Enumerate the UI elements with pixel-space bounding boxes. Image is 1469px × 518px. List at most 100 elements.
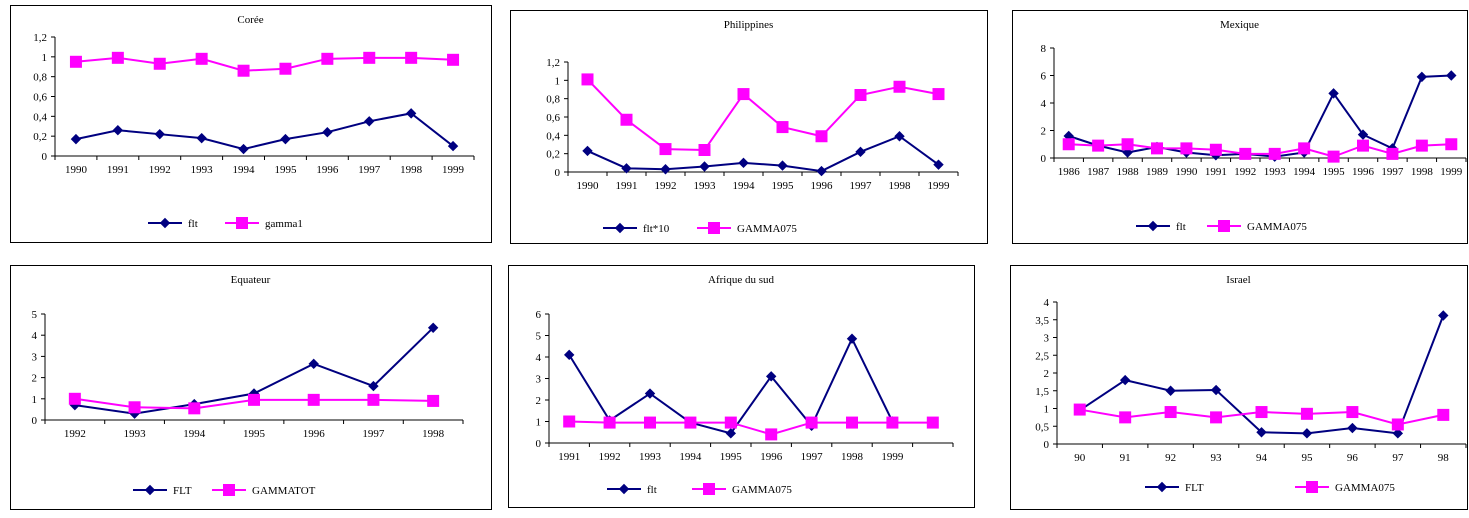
data-point	[933, 159, 944, 170]
data-point	[280, 133, 291, 145]
data-point	[1357, 139, 1369, 152]
data-point	[582, 145, 593, 157]
x-tick-label: 1993	[694, 180, 717, 192]
series-line-2	[569, 420, 933, 436]
data-point	[367, 393, 380, 406]
x-tick-label: 94	[1256, 452, 1268, 464]
chart-title: Afrique du sud	[708, 274, 774, 286]
chart-6: Israel 0 0,5 1 1,5 2 2,5 3 3,5 4 90 91 92 93 94 95 96 97 9…	[1010, 265, 1468, 510]
data-point	[322, 126, 333, 138]
x-tick-label: 1999	[928, 180, 951, 192]
data-point	[724, 416, 737, 429]
legend-marker	[223, 484, 235, 496]
data-point	[777, 160, 788, 171]
x-tick-label: 1996	[760, 451, 783, 463]
data-point	[279, 62, 292, 75]
data-point	[620, 113, 633, 126]
data-point	[112, 125, 124, 136]
data-point	[154, 128, 165, 140]
x-tick-label: 1998	[1411, 166, 1434, 178]
y-tick-label: 0,6	[546, 112, 560, 124]
data-point	[1210, 411, 1223, 424]
data-point	[248, 393, 260, 406]
data-point	[1164, 406, 1177, 419]
chart-4: Equateur 0 1 2 3 4 5 1992 1993 1994 1995 1996 1997 19…	[10, 265, 492, 510]
data-point	[621, 163, 632, 174]
y-tick-label: 2	[1044, 368, 1050, 380]
data-point	[846, 416, 858, 429]
chart-frame	[1010, 265, 1468, 510]
x-tick-label: 1996	[811, 180, 834, 192]
data-point	[725, 428, 737, 439]
data-point	[1151, 142, 1163, 155]
x-tick-label: 97	[1392, 452, 1404, 464]
y-tick-label: 4	[32, 330, 38, 342]
legend-marker	[159, 217, 171, 229]
legend-label: GAMMA075	[1247, 221, 1307, 233]
data-point	[699, 161, 710, 172]
x-tick-label: 1992	[1234, 166, 1256, 178]
y-tick-label: 2	[1041, 126, 1047, 138]
data-point	[659, 143, 672, 156]
x-tick-label: 1999	[1440, 166, 1463, 178]
y-tick-label: 0,2	[33, 131, 47, 143]
series-line-2	[586, 78, 939, 152]
y-tick-label: 0	[1041, 153, 1047, 165]
x-tick-label: 1990	[1175, 166, 1198, 178]
y-tick-label: 2	[32, 373, 38, 385]
data-point	[1210, 384, 1222, 396]
data-point	[1357, 129, 1369, 140]
data-point	[1445, 138, 1458, 151]
legend-label: FLT	[173, 485, 192, 497]
x-tick-label: 1998	[841, 451, 864, 463]
data-point	[644, 388, 656, 399]
legend-label: GAMMATOT	[252, 485, 316, 497]
data-point	[893, 80, 906, 93]
chart-title: Philippines	[724, 19, 774, 31]
y-tick-label: 5	[32, 309, 38, 321]
legend-marker	[1156, 481, 1168, 493]
data-point	[1119, 411, 1132, 424]
data-point	[363, 51, 376, 64]
data-point	[427, 322, 439, 333]
data-point	[846, 333, 858, 344]
x-tick-label: 1992	[149, 164, 171, 176]
chart-title: Israel	[1226, 274, 1250, 286]
data-point	[1092, 139, 1105, 152]
legend-marker	[614, 222, 626, 234]
y-tick-label: 2,5	[1035, 350, 1049, 362]
data-point	[427, 394, 440, 407]
x-tick-label: 93	[1211, 452, 1223, 464]
data-point	[894, 131, 905, 142]
chart-3: Mexique 0 2 4 6 8 1986 1987 1988 1989 1990 1991 1992…	[1012, 10, 1468, 244]
data-point	[1438, 310, 1449, 321]
chart-2: Philippines 0 0,2 0,4 0,6 0,8 1 1,2 1990 1991 1992…	[510, 10, 988, 244]
y-tick-label: 0,5	[1035, 421, 1049, 433]
x-tick-label: 1996	[1352, 166, 1375, 178]
x-tick-label: 1999	[881, 451, 904, 463]
data-point	[238, 143, 249, 155]
x-tick-label: 1991	[558, 451, 580, 463]
y-tick-label: 8	[1041, 43, 1047, 55]
x-tick-label: 1995	[1323, 166, 1346, 178]
data-point	[684, 416, 697, 429]
data-point	[196, 132, 207, 144]
data-point	[816, 165, 827, 177]
legend-marker	[703, 483, 715, 495]
data-point	[447, 53, 460, 66]
x-tick-label: 98	[1438, 452, 1450, 464]
data-point	[776, 121, 789, 134]
x-tick-label: 1991	[1205, 166, 1227, 178]
legend-marker	[236, 217, 248, 229]
data-point	[153, 57, 166, 70]
data-point	[932, 88, 945, 101]
x-tick-label: 1997	[362, 428, 385, 440]
data-point	[1301, 428, 1313, 439]
legend-marker	[1218, 220, 1230, 232]
data-point	[603, 416, 616, 429]
chart-frame	[10, 265, 492, 510]
data-point	[1300, 407, 1313, 420]
data-point	[1180, 142, 1193, 155]
y-tick-label: 0	[42, 151, 48, 163]
